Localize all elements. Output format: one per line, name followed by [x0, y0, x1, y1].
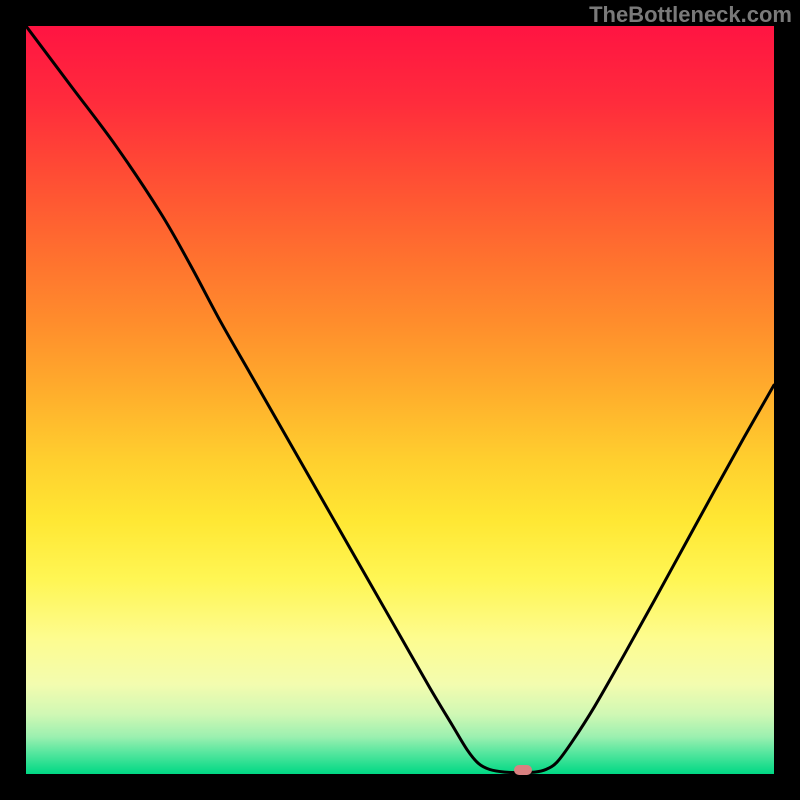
- minimum-marker: [514, 765, 532, 775]
- chart-container: TheBottleneck.com: [0, 0, 800, 800]
- curve-line: [26, 26, 774, 774]
- watermark-text: TheBottleneck.com: [589, 2, 792, 28]
- plot-area: [26, 26, 774, 774]
